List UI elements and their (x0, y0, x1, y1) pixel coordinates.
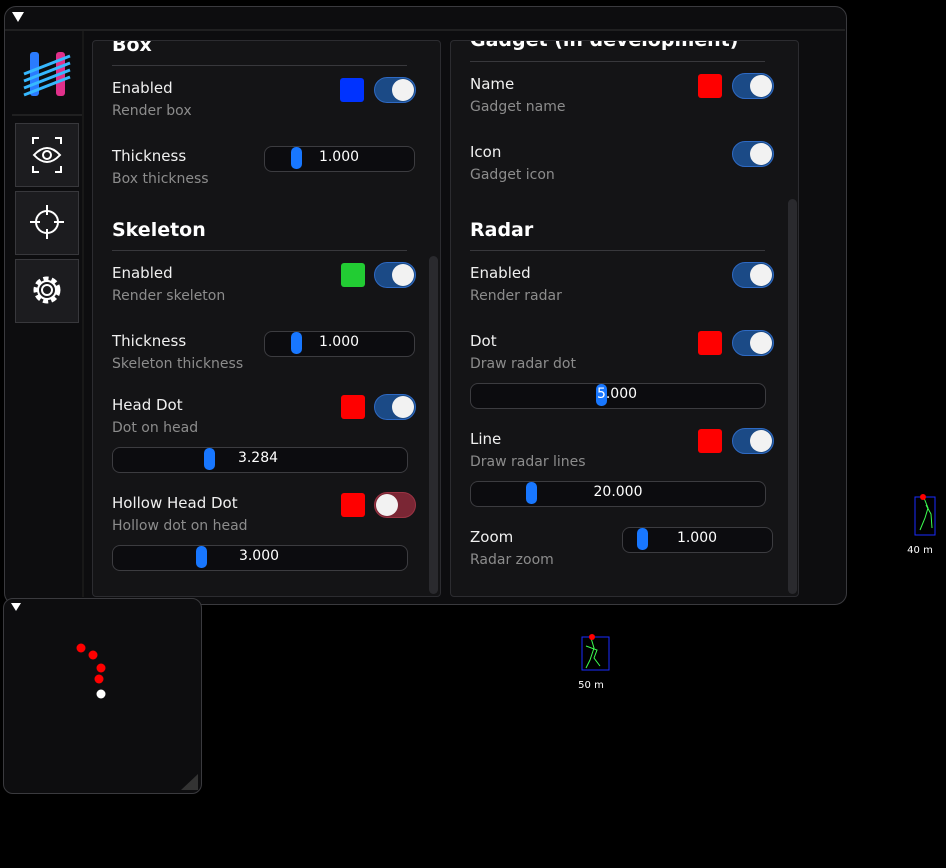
slider[interactable] (264, 146, 415, 172)
section-title: Skeleton (112, 219, 206, 241)
option-label: Name (470, 75, 515, 93)
esp-player-1 (914, 494, 936, 536)
visuals-panel-left: Box Skeleton Enabled Render box Thickness Box… (92, 40, 441, 597)
toggle[interactable] (374, 394, 416, 420)
option-description: Hollow dot on head (112, 518, 248, 534)
option-description: Render box (112, 103, 192, 119)
toggle[interactable] (732, 330, 774, 356)
slider-value: 1.000 (676, 530, 718, 546)
option-description: Skeleton thickness (112, 356, 244, 372)
slider-thumb[interactable] (526, 482, 537, 504)
toggle[interactable] (732, 262, 774, 288)
color-swatch[interactable] (340, 78, 364, 102)
section-divider (470, 250, 765, 251)
toggle-knob (750, 332, 772, 354)
color-swatch[interactable] (698, 429, 722, 453)
color-swatch[interactable] (341, 263, 365, 287)
option-description: Radar zoom (470, 552, 554, 568)
toggle[interactable] (374, 77, 416, 103)
option-description: Render radar (470, 288, 562, 304)
esp-distance: 50 m (578, 680, 604, 691)
option-label: Hollow Head Dot (112, 494, 238, 512)
option-label: Thickness (112, 147, 187, 165)
toggle-knob (392, 396, 414, 418)
option-label: Zoom (470, 528, 514, 546)
scrollbar-thumb[interactable] (788, 199, 797, 594)
option-description: Dot on head (112, 420, 199, 436)
slider[interactable] (112, 545, 408, 571)
slider-value: 5.000 (596, 386, 638, 402)
toggle[interactable] (732, 428, 774, 454)
option-label: Thickness (112, 332, 187, 350)
slider-thumb[interactable] (196, 546, 207, 568)
option-description: Gadget name (470, 99, 566, 115)
option-label: Line (470, 430, 502, 448)
scrollbar-thumb[interactable] (429, 256, 438, 594)
slider[interactable] (470, 481, 766, 507)
option-description: Box thickness (112, 171, 209, 187)
slider-thumb[interactable] (204, 448, 215, 470)
slider-value: 1.000 (318, 149, 360, 165)
section-title: Gadget (in development) (470, 40, 739, 51)
section-title: Radar (470, 219, 534, 241)
toggle-knob (750, 75, 772, 97)
radar-player (96, 689, 106, 699)
toggle-knob (750, 264, 772, 286)
logo (23, 52, 71, 97)
option-label: Enabled (470, 264, 531, 282)
section-divider (470, 61, 765, 62)
option-label: Enabled (112, 79, 173, 97)
slider[interactable] (470, 383, 766, 409)
toggle[interactable] (732, 73, 774, 99)
option-label: Dot (470, 332, 497, 350)
option-description: Gadget icon (470, 167, 555, 183)
slider[interactable] (264, 331, 415, 357)
section-divider (112, 250, 407, 251)
radar-dots (76, 643, 106, 684)
option-description: Render skeleton (112, 288, 226, 304)
color-swatch[interactable] (698, 331, 722, 355)
slider-value: 20.000 (593, 484, 643, 500)
slider-value: 3.000 (238, 548, 280, 564)
toggle[interactable] (374, 492, 416, 518)
slider-value: 3.284 (237, 450, 279, 466)
color-swatch[interactable] (341, 395, 365, 419)
slider-thumb[interactable] (596, 384, 607, 406)
toggle-knob (392, 264, 414, 286)
section-divider (112, 65, 407, 66)
toggle-knob (750, 143, 772, 165)
toggle[interactable] (374, 262, 416, 288)
option-description: Draw radar dot (470, 356, 576, 372)
visuals-panel-right: Gadget (in development) Radar Name Gadget n… (450, 40, 799, 597)
radar-collapse-arrow[interactable] (11, 603, 21, 611)
option-description: Draw radar lines (470, 454, 586, 470)
slider-value: 1.000 (318, 334, 360, 350)
collapse-arrow[interactable] (12, 12, 24, 22)
section-title: Box (112, 40, 152, 56)
slider-thumb[interactable] (291, 332, 302, 354)
resize-grip[interactable] (181, 774, 198, 790)
slider[interactable] (112, 447, 408, 473)
esp-player-2 (581, 634, 610, 671)
option-label: Head Dot (112, 396, 183, 414)
toggle-knob (750, 430, 772, 452)
option-label: Icon (470, 143, 502, 161)
option-label: Enabled (112, 264, 173, 282)
slider-thumb[interactable] (291, 147, 302, 169)
toggle-knob (392, 79, 414, 101)
color-swatch[interactable] (698, 74, 722, 98)
toggle[interactable] (732, 141, 774, 167)
slider-thumb[interactable] (637, 528, 648, 550)
color-swatch[interactable] (341, 493, 365, 517)
esp-distance: 40 m (907, 545, 933, 556)
toggle-knob (376, 494, 398, 516)
